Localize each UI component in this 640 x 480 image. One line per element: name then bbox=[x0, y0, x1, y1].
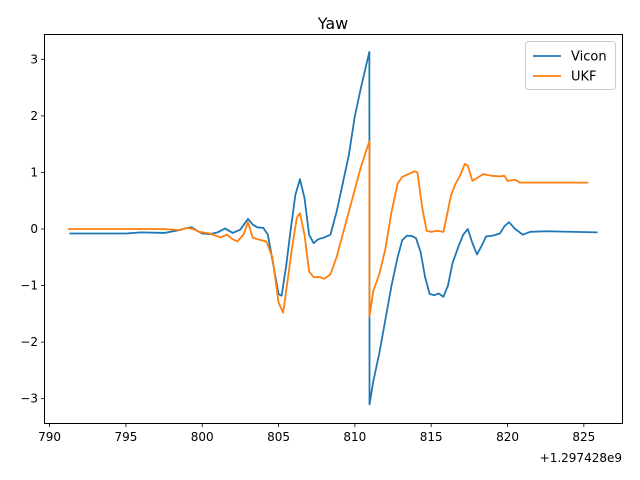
axes-frame bbox=[44, 34, 623, 424]
x-axis-ticks: 790 795 800 805 810 815 820 825 bbox=[38, 423, 595, 444]
y-tick-label: −1 bbox=[20, 279, 38, 293]
plot-lines bbox=[67, 51, 598, 406]
x-axis-offset-label: +1.297428e9 bbox=[540, 451, 622, 465]
series-line-ukf bbox=[67, 140, 589, 318]
legend: Vicon UKF bbox=[525, 41, 616, 90]
y-tick-label: −3 bbox=[20, 392, 38, 406]
legend-label-vicon: Vicon bbox=[571, 50, 607, 65]
y-tick-label: −2 bbox=[20, 335, 38, 349]
legend-box bbox=[525, 41, 616, 90]
x-tick-label: 805 bbox=[267, 430, 290, 444]
y-tick-label: 2 bbox=[30, 109, 38, 123]
series-line-vicon bbox=[69, 51, 598, 406]
y-tick-label: 3 bbox=[30, 52, 38, 66]
x-tick-label: 795 bbox=[114, 430, 137, 444]
y-tick-label: 1 bbox=[30, 165, 38, 179]
x-tick-label: 810 bbox=[343, 430, 366, 444]
y-axis-ticks: −3 −2 −1 0 1 2 3 bbox=[20, 52, 45, 406]
x-tick-label: 790 bbox=[38, 430, 61, 444]
chart-title: Yaw bbox=[317, 14, 348, 33]
x-tick-label: 825 bbox=[572, 430, 595, 444]
y-tick-label: 0 bbox=[30, 222, 38, 236]
x-tick-label: 800 bbox=[191, 430, 214, 444]
x-tick-label: 815 bbox=[420, 430, 443, 444]
legend-label-ukf: UKF bbox=[571, 70, 597, 85]
x-tick-label: 820 bbox=[496, 430, 519, 444]
